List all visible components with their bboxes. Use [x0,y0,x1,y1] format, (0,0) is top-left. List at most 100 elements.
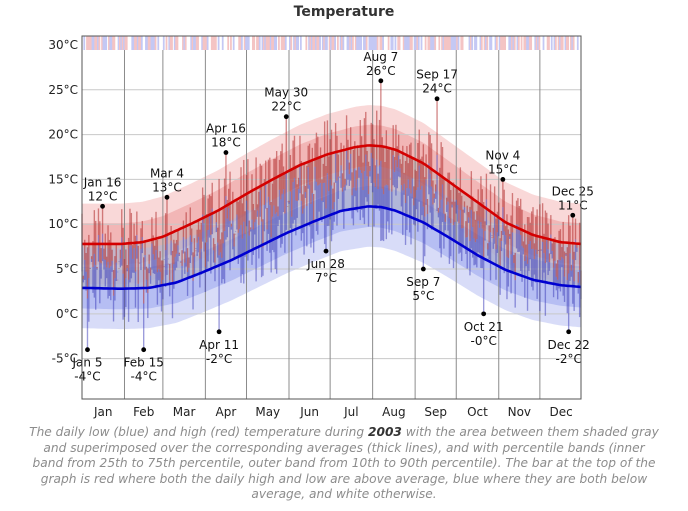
daily-low-bar [376,159,378,209]
daily-high-bar [184,251,186,263]
daily-low-bar [544,263,547,316]
anomaly-day [273,36,276,50]
daily-high-bar [297,177,300,190]
daily-high-bar [103,248,105,260]
anomaly-day [471,36,474,50]
daily-low-bar [197,236,200,253]
daily-low-bar [528,243,530,271]
daily-high-bar [171,250,174,285]
daily-high-bar [199,229,201,259]
daily-high-bar [376,110,378,160]
daily-low-bar [407,179,409,196]
daily-high-bar [433,193,435,199]
anomaly-day [391,36,394,50]
daily-low-bar [318,184,320,212]
anomaly-day [431,36,434,50]
daily-low-bar [116,271,119,273]
daily-high-bar [455,186,457,200]
daily-low-bar [404,202,407,245]
daily-low-bar [160,285,163,312]
daily-high-bar [395,124,397,161]
daily-low-bar [365,154,367,198]
anomaly-day [567,36,570,50]
daily-low-bar [158,268,160,281]
anomaly-day [560,36,563,50]
anomaly-day [110,36,113,50]
anomaly-day [109,36,112,50]
anomaly-day [349,36,352,50]
daily-low-bar [563,276,566,302]
anomaly-day [253,36,256,50]
daily-high-bar [141,220,144,238]
average-lines [82,144,582,290]
daily-low-bar [90,259,93,262]
daily-low-bar [255,219,257,282]
anomaly-day [265,36,268,50]
annotation-point [420,266,426,272]
caption-text-before: The daily low (blue) and high (red) temp… [29,425,368,439]
daily-low-bar [435,191,437,199]
daily-high-bar [487,243,489,250]
daily-low-bar [267,196,270,234]
daily-high-bar [478,202,481,228]
anomaly-day [268,36,271,50]
anomaly-day [411,36,413,50]
daily-high-bar [411,158,414,179]
anomaly-day [290,36,293,50]
anomaly-day [299,36,302,50]
daily-high-bar [518,206,520,229]
daily-low-bar [543,253,545,273]
daily-low-bar [467,217,470,223]
daily-low-bar [266,229,268,251]
daily-low-bar [469,241,471,276]
daily-high-bar [288,200,290,203]
daily-high-bar [196,229,198,243]
daily-high-bar [236,199,238,215]
daily-high-bar [284,174,286,214]
daily-low-bar [540,250,542,251]
anomaly-day [232,36,235,50]
daily-low-bar [302,213,304,234]
daily-high-bar [348,162,351,175]
anomaly-day [138,36,140,50]
daily-low-bar [514,280,516,308]
daily-high-bar [548,253,551,263]
daily-low-bar [162,279,164,300]
caption-year: 2003 [367,425,402,439]
daily-high-bar [133,223,135,249]
daily-high-bar [425,154,427,180]
anomaly-day [438,36,441,50]
anomaly-day [443,36,446,50]
daily-high-bar [326,120,329,174]
anomaly-day [312,36,315,50]
daily-low-bar [570,270,573,277]
daily-low-bar [259,190,261,217]
anomaly-day [113,36,116,50]
daily-low-bar [356,178,359,213]
daily-high-bar [88,234,90,279]
annotation-point [85,347,90,353]
anomaly-day [485,36,487,50]
daily-low-bar [111,260,113,272]
daily-high-bar [362,162,364,191]
daily-low-bar [558,259,560,289]
annotation-date: Oct 21 [464,320,504,334]
daily-low-bar [530,249,533,287]
anomaly-day [210,36,213,50]
anomaly-day [369,36,372,50]
daily-high-bar [528,217,530,244]
daily-low-bar [359,170,361,221]
daily-low-bar [173,264,175,289]
x-tick-label: Sep [424,405,447,419]
daily-high-bar [259,163,261,191]
daily-high-bar [340,142,342,166]
daily-high-bar [496,211,499,233]
daily-low-bar [350,153,352,181]
daily-high-bar [403,172,405,184]
daily-low-bar [451,204,453,208]
daily-low-bar [395,160,397,196]
daily-high-bar [218,178,220,256]
anomaly-day [97,36,99,50]
anomaly-day [342,36,345,50]
anomaly-day [230,36,232,50]
